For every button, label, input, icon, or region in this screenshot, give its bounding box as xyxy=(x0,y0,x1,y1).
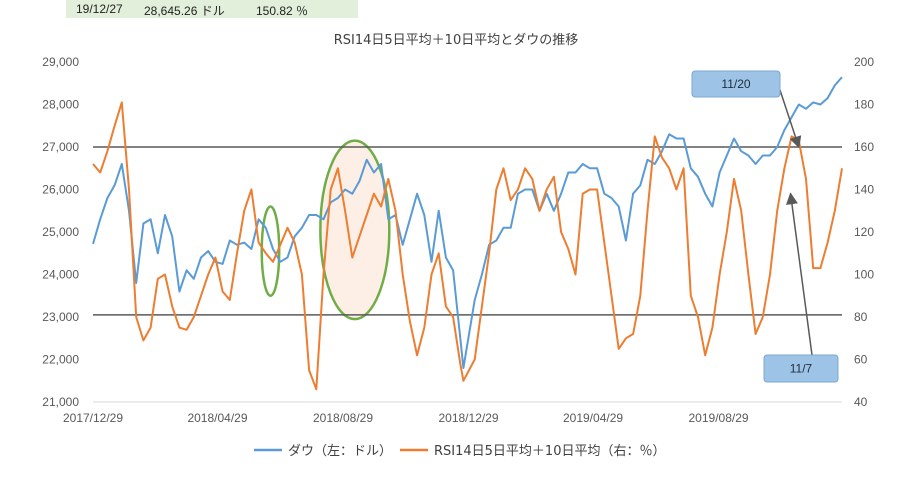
summary-dow-value: 28,645.26 ドル xyxy=(144,4,225,18)
y-left-tick-label: 22,000 xyxy=(42,353,79,367)
y-right-tick-label: 100 xyxy=(854,268,874,282)
x-tick-label: 2017/12/29 xyxy=(63,411,123,425)
dow-series-line xyxy=(92,76,843,369)
y-left-tick-label: 24,000 xyxy=(42,268,79,282)
y-right-tick-label: 60 xyxy=(854,353,868,367)
annotation-arrow-1 xyxy=(779,89,802,149)
annotation-arrow-2 xyxy=(785,192,813,356)
y-right-tick-label: 160 xyxy=(854,140,874,154)
y-left-tick-label: 27,000 xyxy=(42,140,79,154)
chart-title: RSI14日5日平均＋10日平均とダウの推移 xyxy=(334,33,578,48)
value-summary-bar: 19/12/27 28,645.26 ドル 150.82 ％ xyxy=(66,0,358,18)
highlight-ellipse-2 xyxy=(319,139,391,321)
annotation-box-1 xyxy=(691,70,781,98)
series-layer xyxy=(92,76,843,391)
legend-label-1: ダウ（左：ドル） xyxy=(288,444,392,459)
y-left-tick-label: 25,000 xyxy=(42,225,79,239)
annotation-label-1: 11/20 xyxy=(721,77,750,91)
summary-date: 19/12/27 xyxy=(76,2,123,16)
y-left-tick-label: 23,000 xyxy=(42,310,79,324)
y-right-tick-label: 180 xyxy=(854,98,874,112)
y-right-tick-label: 140 xyxy=(854,183,874,197)
highlight-ellipse-1 xyxy=(260,205,281,297)
x-tick-label: 2018/08/29 xyxy=(313,411,373,425)
y-right-tick-label: 80 xyxy=(854,310,868,324)
y-right-tick-label: 120 xyxy=(854,225,874,239)
x-tick-label: 2019/08/29 xyxy=(689,411,749,425)
y-right-tick-label: 40 xyxy=(854,395,868,409)
y-left-tick-label: 29,000 xyxy=(42,55,79,69)
y-left-tick-label: 26,000 xyxy=(42,183,79,197)
y-left-tick-label: 21,000 xyxy=(42,395,79,409)
summary-rsi-value: 150.82 ％ xyxy=(256,4,309,18)
annotation-box-2 xyxy=(763,354,839,383)
x-tick-label: 2018/04/29 xyxy=(187,411,247,425)
annotation-layer: 11/20 11/7 xyxy=(691,70,839,383)
legend-label-2: RSI14日5日平均＋10日平均（右：％） xyxy=(434,444,665,459)
x-tick-label: 2019/04/29 xyxy=(563,411,623,425)
y-right-tick-label: 200 xyxy=(854,55,874,69)
axes-layer: 21,000 22,000 23,000 24,000 25,000 26,000 27,0… xyxy=(42,55,874,425)
y-left-tick-label: 28,000 xyxy=(42,98,79,112)
chart-legend: ダウ（左：ドル） RSI14日5日平均＋10日平均（右：％） xyxy=(254,444,665,459)
reference-lines xyxy=(93,146,842,316)
highlight-layer xyxy=(260,139,391,321)
x-tick-label: 2018/12/29 xyxy=(438,411,498,425)
annotation-label-2: 11/7 xyxy=(790,362,813,376)
rsi-series-line xyxy=(92,101,843,391)
